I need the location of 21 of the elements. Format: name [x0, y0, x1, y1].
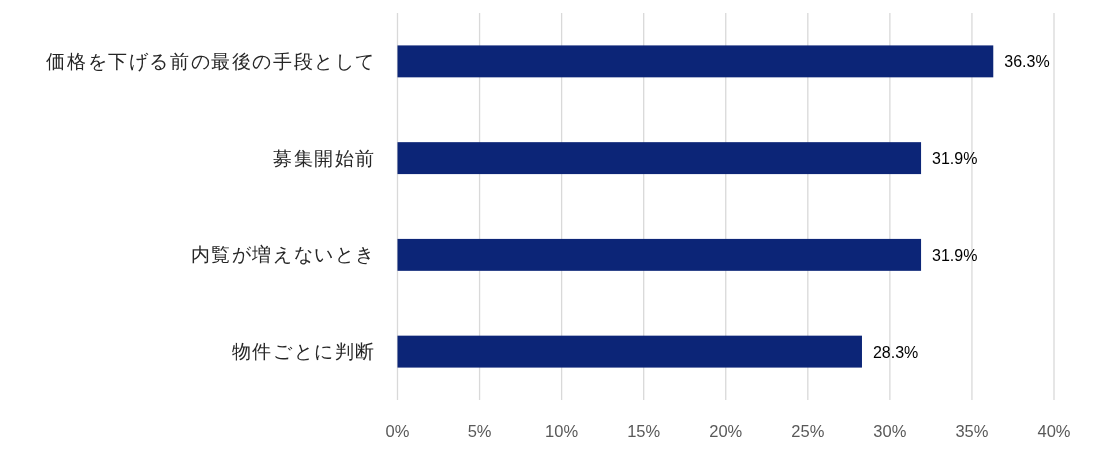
- bar: [397, 45, 994, 78]
- bar: [397, 335, 862, 368]
- data-label: 28.3%: [872, 343, 919, 361]
- x-tick-label: 5%: [467, 422, 492, 440]
- x-tick-label: 30%: [873, 422, 907, 440]
- data-label: 36.3%: [1004, 53, 1050, 71]
- x-tick-label: 40%: [1037, 422, 1071, 440]
- y-tick-label: 内覧が増えないとき: [190, 244, 376, 266]
- x-tick-label: 15%: [627, 422, 661, 440]
- data-label: 31.9%: [932, 150, 978, 168]
- y-tick-label: 物件ごとに判断: [231, 341, 376, 363]
- x-tick-label: 25%: [791, 422, 825, 440]
- x-tick-label: 0%: [385, 422, 410, 440]
- y-tick-label: 募集開始前: [273, 147, 376, 169]
- y-tick-label: 価格を下げる前の最後の手段として: [46, 50, 376, 72]
- bar: [397, 238, 922, 271]
- data-label: 31.9%: [932, 246, 978, 264]
- x-tick-label: 10%: [545, 422, 579, 440]
- x-tick-label: 35%: [955, 422, 989, 440]
- bar: [397, 142, 922, 175]
- x-tick-label: 20%: [709, 422, 743, 440]
